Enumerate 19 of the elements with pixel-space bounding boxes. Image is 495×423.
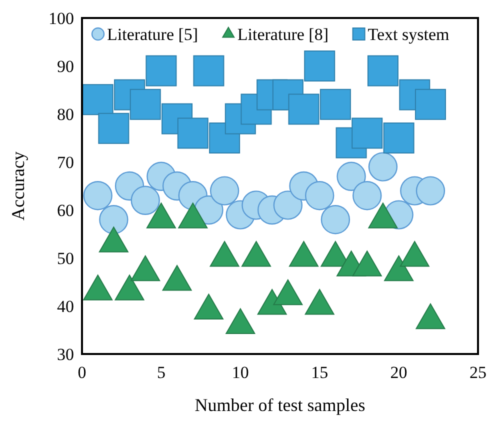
x-tick-label: 25 bbox=[470, 363, 486, 382]
x-tick-label: 15 bbox=[311, 363, 328, 382]
legend-label: Literature [8] bbox=[237, 25, 328, 44]
y-tick-label: 50 bbox=[57, 249, 74, 268]
x-tick-label: 5 bbox=[156, 363, 166, 382]
y-tick-label: 40 bbox=[57, 297, 74, 316]
x-axis-title: Number of test samples bbox=[194, 395, 366, 415]
x-tick-label: 0 bbox=[78, 363, 86, 382]
legend-label: Text system bbox=[368, 25, 450, 44]
x-tick-label: 10 bbox=[232, 363, 249, 382]
y-tick-label: 70 bbox=[57, 153, 74, 172]
x-tick-label: 20 bbox=[390, 363, 408, 382]
y-tick-label: 30 bbox=[57, 345, 74, 364]
y-axis-title: Accuracy bbox=[8, 152, 28, 220]
legend-label: Literature [5] bbox=[107, 25, 198, 44]
y-tick-label: 60 bbox=[57, 201, 74, 220]
y-tick-label: 90 bbox=[57, 57, 74, 76]
y-tick-label: 80 bbox=[57, 105, 74, 124]
y-tick-label: 100 bbox=[48, 9, 74, 28]
